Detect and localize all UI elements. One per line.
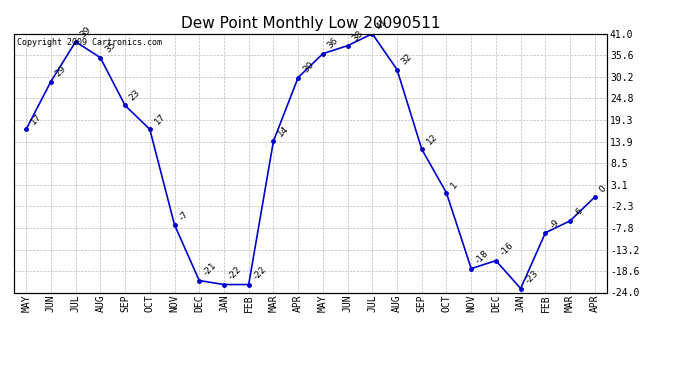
Text: 39: 39 [79,24,93,39]
Text: -7: -7 [177,209,190,222]
Text: -6: -6 [573,206,586,218]
Text: 23: 23 [128,88,142,103]
Text: 0: 0 [598,184,608,194]
Text: 38: 38 [351,28,365,43]
Text: -23: -23 [524,269,540,286]
Text: -22: -22 [251,265,268,282]
Text: 17: 17 [152,112,167,126]
Title: Dew Point Monthly Low 20090511: Dew Point Monthly Low 20090511 [181,16,440,31]
Text: Copyright 2009 Cartronics.com: Copyright 2009 Cartronics.com [17,38,161,46]
Text: 12: 12 [424,132,439,146]
Text: 1: 1 [449,180,460,190]
Text: 36: 36 [326,36,340,51]
Text: 41: 41 [375,16,389,31]
Text: 29: 29 [54,64,68,79]
Text: 35: 35 [103,40,117,55]
Text: -22: -22 [227,265,244,282]
Text: 32: 32 [400,53,414,67]
Text: -9: -9 [548,217,561,230]
Text: -16: -16 [499,241,515,258]
Text: -21: -21 [202,261,219,278]
Text: -18: -18 [474,249,491,266]
Text: 17: 17 [29,112,43,126]
Text: 14: 14 [276,124,290,138]
Text: 30: 30 [301,60,315,75]
